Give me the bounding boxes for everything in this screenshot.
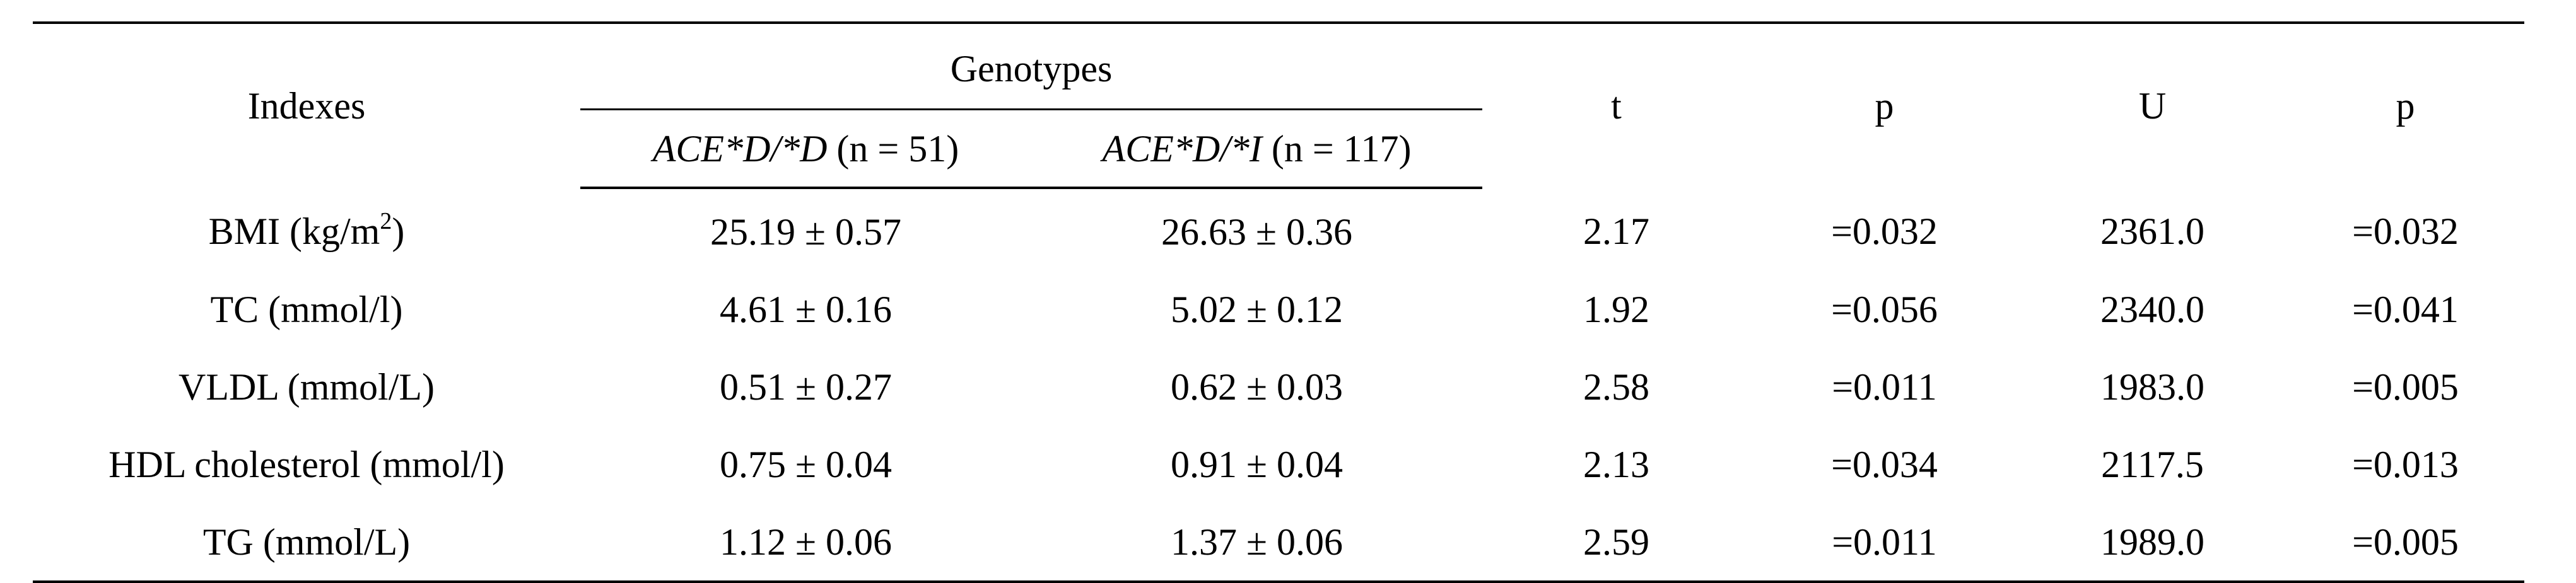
cell-p-utest: =0.013 — [2352, 443, 2459, 485]
cell-t: 1.92 — [1583, 288, 1649, 330]
cell-p-ttest: =0.034 — [1831, 443, 1938, 485]
genotype-comparison-table: Indexes Genotypes t p U p ACE*D/*D (n = … — [33, 21, 2524, 583]
table-row: HDL cholesterol (mmol/l) 0.75 ± 0.04 0.9… — [33, 425, 2524, 503]
table-body: BMI (kg/m2) 25.19 ± 0.57 26.63 ± 0.36 2.… — [33, 188, 2524, 583]
cell-t: 2.13 — [1583, 443, 1649, 485]
index-text: BMI (kg/m — [208, 210, 380, 252]
cell-u: 2117.5 — [2101, 443, 2204, 485]
header-p-ttest: p — [1750, 21, 2018, 188]
table-row: TG (mmol/L) 1.12 ± 0.06 1.37 ± 0.06 2.59… — [33, 503, 2524, 583]
cell-genotype-dd: 0.75 ± 0.04 — [720, 443, 892, 485]
genotype-di-label: ACE*D/*I — [1102, 127, 1262, 170]
cell-index: BMI (kg/m2) — [33, 188, 580, 270]
cell-t: 2.17 — [1583, 210, 1649, 252]
cell-genotype-dd: 1.12 ± 0.06 — [580, 503, 1031, 583]
header-genotype-di: ACE*D/*I (n = 117) — [1031, 109, 1482, 189]
index-superscript: 2 — [380, 207, 392, 234]
header-u: U — [2018, 21, 2286, 188]
table-header: Indexes Genotypes t p U p ACE*D/*D (n = … — [33, 21, 2524, 189]
cell-p-utest: =0.005 — [2352, 366, 2459, 408]
header-p-utest: p — [2286, 21, 2524, 188]
genotype-dd-count: (n = 51) — [827, 127, 959, 170]
header-t: t — [1482, 21, 1750, 188]
table-row: VLDL (mmol/L) 0.51 ± 0.27 0.62 ± 0.03 2.… — [33, 348, 2524, 425]
table-row: BMI (kg/m2) 25.19 ± 0.57 26.63 ± 0.36 2.… — [33, 188, 2524, 270]
cell-index: VLDL (mmol/L) — [178, 366, 435, 408]
cell-p-utest: =0.005 — [2286, 503, 2524, 583]
cell-t: 2.58 — [1583, 366, 1649, 408]
cell-index: TC (mmol/l) — [210, 288, 403, 330]
cell-p-utest: =0.032 — [2352, 210, 2459, 252]
cell-p-ttest: =0.011 — [1750, 503, 2018, 583]
cell-genotype-di: 0.62 ± 0.03 — [1171, 366, 1343, 408]
genotype-di-count: (n = 117) — [1262, 127, 1412, 170]
header-indexes: Indexes — [33, 21, 580, 188]
cell-genotype-dd: 25.19 ± 0.57 — [710, 211, 901, 253]
cell-genotype-di: 5.02 ± 0.12 — [1171, 288, 1343, 330]
cell-p-ttest: =0.032 — [1831, 210, 1938, 252]
genotype-dd-label: ACE*D/*D — [652, 127, 828, 170]
cell-u: 1989.0 — [2018, 503, 2286, 583]
cell-p-utest: =0.041 — [2352, 288, 2459, 330]
cell-genotype-di: 26.63 ± 0.36 — [1161, 211, 1352, 253]
cell-index: TG (mmol/L) — [33, 503, 580, 583]
table-row: TC (mmol/l) 4.61 ± 0.16 5.02 ± 0.12 1.92… — [33, 270, 2524, 348]
cell-p-ttest: =0.056 — [1831, 288, 1938, 330]
cell-u: 2340.0 — [2100, 288, 2204, 330]
cell-genotype-di: 0.91 ± 0.04 — [1171, 443, 1343, 485]
cell-t: 2.59 — [1482, 503, 1750, 583]
cell-genotype-di: 1.37 ± 0.06 — [1031, 503, 1482, 583]
cell-index: HDL cholesterol (mmol/l) — [108, 443, 505, 485]
cell-genotype-dd: 4.61 ± 0.16 — [720, 288, 892, 330]
cell-p-ttest: =0.011 — [1832, 366, 1937, 408]
header-genotypes: Genotypes — [580, 21, 1482, 110]
index-suffix: ) — [392, 210, 405, 252]
header-genotype-dd: ACE*D/*D (n = 51) — [580, 109, 1031, 189]
cell-genotype-dd: 0.51 ± 0.27 — [720, 366, 892, 408]
cell-u: 1983.0 — [2100, 366, 2204, 408]
cell-u: 2361.0 — [2100, 210, 2204, 252]
